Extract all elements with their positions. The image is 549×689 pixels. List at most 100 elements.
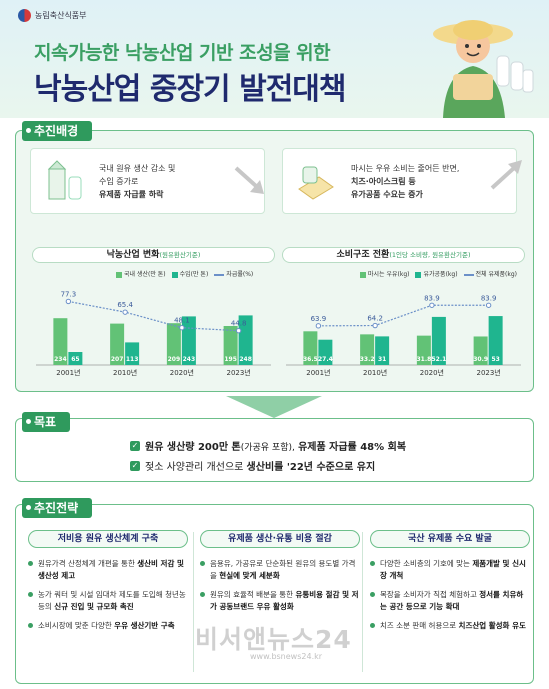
goal-item-2: ✓ 젖소 사양관리 개선으로 생산비를 '22년 수준으로 유지 — [130, 460, 376, 473]
down-arrow-icon — [226, 396, 322, 418]
bullet-text: 소비시장에 맞춘 다양한 — [38, 621, 112, 630]
card-line: 마시는 우유 소비는 줄어든 반면, — [351, 164, 460, 173]
bullet-text-bold: 생산비 저감 및 생산성 제고 — [38, 559, 184, 580]
card-line: 국내 원유 생산 감소 및 — [99, 164, 176, 173]
line-point — [122, 309, 128, 315]
bar-value-label: 27.4 — [318, 356, 333, 363]
card-line-bold: 유가공품 수요는 증가 — [351, 190, 423, 199]
bar — [238, 315, 253, 365]
line-value-label: 64.2 — [367, 315, 383, 323]
goal-panel — [15, 418, 534, 482]
bar-value-label: 36.5 — [303, 356, 318, 363]
strategy-bullet: 치즈 소분 판매 허용으로 치즈산업 활성화 유도 — [370, 620, 530, 632]
chart-subtitle: (원유환산기준) — [159, 251, 201, 259]
strategy-column: 국산 유제품 수요 발굴 다양한 소비층의 기호에 맞는 제품개발 및 신시장 개… — [370, 530, 530, 640]
line-point — [179, 325, 185, 331]
chart-plot: 36.5 27.4 2001년 33.2 31 2010년 31.8 52.1 2020년 30.… — [286, 294, 521, 377]
section-goal-tag: 목표 — [22, 412, 71, 432]
strategy-column-heading: 국산 유제품 수요 발굴 — [370, 530, 530, 548]
legend-item: 전체 유제품(kg) — [463, 269, 517, 278]
line-series — [68, 300, 239, 332]
legend-item: 유가공품(kg) — [415, 269, 458, 278]
legend-item: 국내 생산(만 톤) — [116, 269, 166, 278]
goal-item-1: ✓ 원유 생산량 200만 톤(가공유 포함), 유제품 자급률 48% 회복 — [130, 440, 407, 453]
bar — [110, 323, 125, 365]
chart-legend: 국내 생산(만 톤) 수입(만 톤) 자급률(%) — [116, 269, 253, 278]
x-tick-label: 2020년 — [170, 368, 194, 377]
bullet-text: 음용유, 가공유로 단순화된 원유의 용도별 가격을 — [210, 559, 356, 580]
bar — [360, 334, 375, 365]
strategy-bullet: 농가 쿼터 및 시설 임대차 제도를 도입해 청년농 등의 신규 진입 및 규모… — [28, 589, 188, 612]
ministry-emblem-icon — [18, 9, 31, 22]
strategy-bullet: 음용유, 가공유로 단순화된 원유의 용도별 가격을 현실에 맞게 세분화 — [200, 558, 360, 581]
line-value-label: 83.9 — [424, 294, 440, 302]
bar-value-label: 207 — [111, 356, 124, 363]
bar — [431, 316, 446, 365]
line-value-label: 65.4 — [117, 301, 133, 309]
x-tick-label: 2010년 — [113, 368, 137, 377]
background-card-consumption: 마시는 우유 소비는 줄어든 반면, 치즈·아이스크림 등 유가공품 수요는 증… — [282, 148, 517, 214]
bar-value-label: 195 — [224, 356, 237, 363]
milk-carton-icon — [47, 160, 82, 200]
header-banner: 농림축산식품부 지속가능한 낙농산업 기반 조성을 위한 낙농산업 중장기 발전… — [0, 0, 549, 118]
bar — [223, 326, 238, 365]
bar-value-label: 209 — [168, 356, 181, 363]
legend-item: 자급률(%) — [214, 269, 253, 278]
bar-value-label: 33.2 — [360, 356, 375, 363]
line-value-label: 77.3 — [61, 290, 77, 298]
bar-value-label: 113 — [126, 356, 139, 363]
chart-plot: 234 65 2001년 207 113 2010년 209 243 2020년 195 248 20… — [36, 290, 271, 377]
bullet-text-bold: 유통비용 절감 및 저가 공동브랜드 우유 활성화 — [210, 590, 359, 611]
bar-value-label: 52.1 — [431, 356, 446, 363]
chart-legend: 마시는 우유(kg) 유가공품(kg) 전체 유제품(kg) — [360, 269, 517, 278]
line-point — [485, 302, 492, 308]
bar-value-label: 243 — [183, 356, 196, 363]
bar — [488, 316, 503, 365]
cheese-and-milk-icon — [298, 166, 334, 200]
chart-subtitle: (1인당 소비량, 원유환산기준) — [389, 251, 471, 259]
bar-value-label: 65 — [71, 356, 79, 363]
bullet-text-bold: 현실에 맞게 세분화 — [219, 570, 280, 580]
x-tick-label: 2001년 — [306, 368, 330, 377]
section-strategy-tag: 추진전략 — [22, 498, 93, 518]
chart-title-text: 소비구조 전환 — [336, 250, 390, 260]
bar — [303, 331, 318, 365]
x-tick-label: 2010년 — [363, 368, 387, 377]
strategy-column-heading: 저비용 원유 생산체계 구축 — [28, 530, 188, 548]
bar-value-label: 248 — [239, 356, 252, 363]
chart-title: 소비구조 전환(1인당 소비량, 원유환산기준) — [282, 247, 525, 263]
bullet-text: 치즈 소분 판매 허용으로 — [380, 621, 457, 630]
line-point — [372, 322, 378, 329]
legend-item: 마시는 우유(kg) — [360, 269, 409, 278]
chart-consumption-structure: 소비구조 전환(1인당 소비량, 원유환산기준) 마시는 우유(kg) 유가공품… — [282, 247, 525, 387]
bar — [68, 352, 83, 365]
down-trend-arrow-icon — [234, 166, 264, 194]
x-tick-label: 2023년 — [476, 368, 500, 377]
background-card-production: 국내 원유 생산 감소 및 수입 증가로 유제품 자급률 하락 — [30, 148, 265, 214]
bar — [473, 336, 488, 365]
bar-value-label: 53 — [491, 356, 499, 363]
line-point — [315, 323, 322, 329]
check-icon: ✓ — [130, 460, 140, 471]
x-tick-label: 2001년 — [56, 368, 80, 377]
bar — [125, 342, 140, 365]
bullet-text: 다양한 소비층의 기호에 맞는 — [380, 559, 470, 568]
bullet-text-bold: 우유 생산기반 구축 — [114, 621, 175, 630]
bar-value-label: 31 — [378, 356, 386, 363]
bullet-text: 농가 쿼터 및 시설 임대차 제도를 도입해 청년농 등의 — [38, 590, 186, 611]
bullet-text-bold: 신규 진입 및 규모화 촉진 — [54, 601, 134, 611]
column-divider — [193, 532, 194, 672]
farmer-with-milk-illustration — [433, 20, 534, 118]
line-series — [318, 304, 489, 327]
bullet-text: 목장을 소비자가 직접 체험하고 — [380, 590, 477, 599]
line-value-label: 44.8 — [231, 320, 247, 328]
legend-item: 수입(만 톤) — [171, 269, 208, 278]
check-icon: ✓ — [130, 440, 140, 451]
bullet-text: 원유가격 산정체계 개편을 통한 — [38, 559, 135, 568]
bullet-text: 원유의 효율적 배분을 통한 — [210, 590, 294, 599]
watermark-url: www.bsnews24.kr — [250, 652, 323, 661]
column-divider — [362, 532, 363, 672]
